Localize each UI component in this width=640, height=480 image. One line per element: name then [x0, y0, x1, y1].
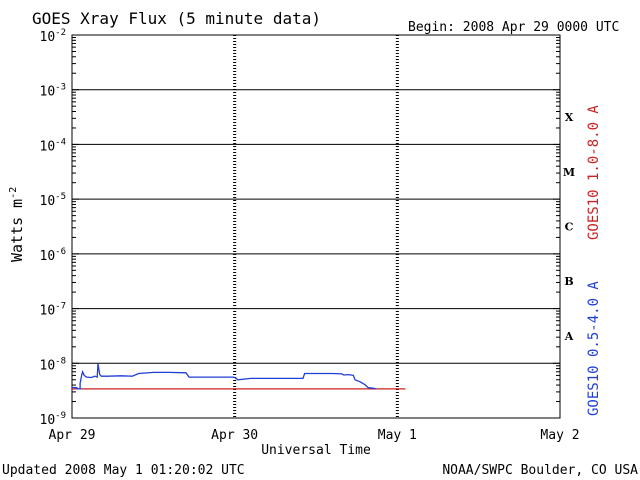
y-tick-labels: 10-210-310-410-510-610-710-810-9 [40, 28, 67, 428]
y-tick-label: 10-6 [40, 247, 67, 264]
y-tick-label-base: 10 [40, 413, 56, 428]
x-tick-label: Apr 29 [49, 428, 96, 443]
y-tick-label: 10-7 [40, 302, 67, 319]
y-tick-label: 10-5 [40, 192, 67, 209]
x-tick-label: May 1 [378, 428, 417, 443]
y-tick-label: 10-8 [40, 356, 67, 373]
y-tick-label-exp: -5 [55, 192, 66, 202]
x-axis-label: Universal Time [261, 443, 371, 458]
y-tick-label-exp: -9 [55, 411, 66, 421]
y-tick-label-exp: -7 [55, 302, 66, 312]
plot-area [71, 34, 561, 419]
x-tick-label: May 2 [540, 428, 579, 443]
y-tick-label-base: 10 [40, 30, 56, 45]
y-axis-label: Watts m-2 [8, 187, 26, 262]
y-tick-label: 10-3 [40, 83, 67, 100]
x-tick-label: Apr 30 [211, 428, 258, 443]
y-tick-label-exp: -2 [55, 28, 66, 38]
y-tick-label-base: 10 [40, 194, 56, 209]
flare-class-label: M [563, 166, 575, 179]
legend-goes10-short: GOES10 0.5-4.0 A [586, 281, 602, 416]
y-tick-label-exp: -8 [55, 356, 66, 366]
y-tick-label: 10-2 [40, 28, 67, 45]
grid-lines [72, 34, 560, 419]
flare-class-label: C [565, 221, 574, 234]
flare-class-label: X [565, 111, 574, 124]
begin-label: Begin: 2008 Apr 29 0000 UTC [408, 20, 619, 35]
y-tick-label-exp: -6 [55, 247, 66, 257]
flare-class-label: A [564, 330, 574, 343]
x-tick-labels: Apr 29 Apr 30 May 1 May 2 [49, 428, 580, 443]
footer-updated: Updated 2008 May 1 01:20:02 UTC [2, 463, 245, 478]
y-tick-label: 10-9 [40, 411, 67, 428]
series-lines [72, 363, 406, 390]
series-goes10-short-line [72, 363, 377, 390]
plot-frame [71, 34, 561, 419]
y-tick-label-exp: -4 [55, 137, 66, 147]
y-axis-label-text: Watts m [8, 199, 26, 262]
y-tick-label-base: 10 [40, 358, 56, 373]
y-tick-label: 10-4 [40, 137, 67, 154]
y-tick-label-exp: -3 [55, 83, 66, 93]
y-tick-label-base: 10 [40, 304, 56, 319]
flare-class-labels: X M C B A [563, 111, 575, 343]
legend-goes10-long: GOES10 1.0-8.0 A [586, 105, 602, 240]
y-axis-label-superscript: -2 [8, 187, 19, 199]
y-tick-label-base: 10 [40, 139, 56, 154]
flare-class-label: B [564, 275, 573, 288]
chart-title: GOES Xray Flux (5 minute data) [32, 9, 321, 28]
footer-source: NOAA/SWPC Boulder, CO USA [442, 463, 638, 478]
y-tick-label-base: 10 [40, 85, 56, 100]
y-tick-label-base: 10 [40, 249, 56, 264]
